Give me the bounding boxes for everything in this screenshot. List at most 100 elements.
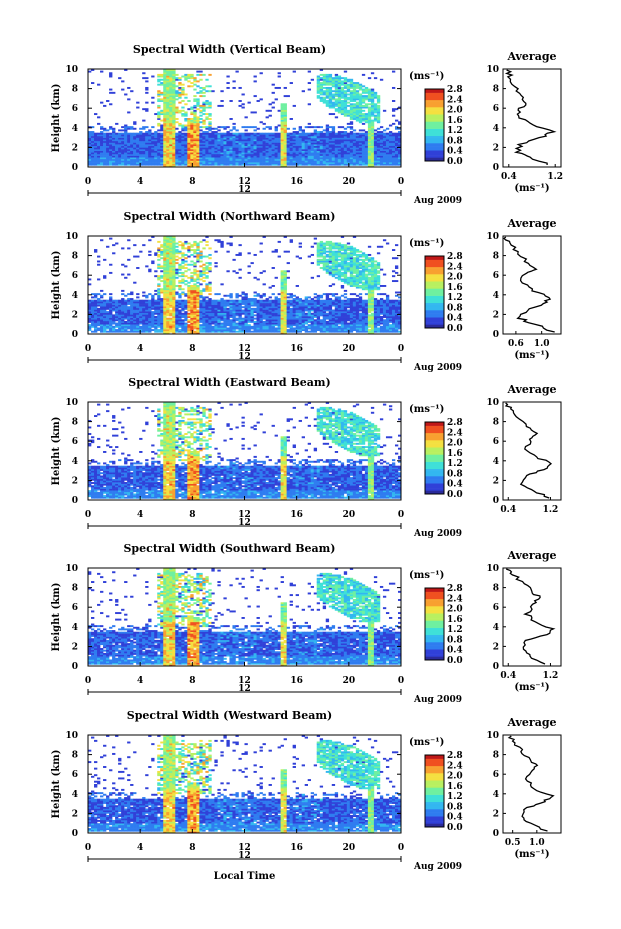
heatmap-cell [175, 291, 179, 294]
heatmap-cell [157, 275, 161, 278]
heatmap-cell [133, 132, 137, 135]
heatmap-cell [190, 126, 194, 129]
heatmap-cell [217, 157, 221, 160]
heatmap-cell [223, 152, 227, 155]
heatmap-cell [181, 132, 185, 135]
heatmap-cell [112, 299, 116, 302]
heatmap-cell [211, 134, 215, 137]
heatmap-cell [112, 127, 116, 130]
heatmap-cell [196, 149, 200, 151]
heatmap-cell [202, 132, 206, 135]
heatmap-cell [334, 108, 339, 111]
heatmap-cell [139, 160, 143, 163]
heatmap-cell [331, 90, 336, 93]
heatmap-cell [91, 140, 95, 143]
heatmap-cell [154, 252, 158, 255]
heatmap-cell [253, 158, 257, 161]
heatmap-cell [184, 132, 188, 135]
heatmap-cell [187, 312, 191, 315]
heatmap-cell [121, 150, 125, 153]
heatmap-cell [187, 163, 191, 166]
heatmap-cell [241, 155, 245, 158]
heatmap-cell [184, 103, 188, 106]
heatmap-cell [247, 153, 251, 156]
heatmap-cell [106, 157, 110, 160]
heatmap-cell [256, 158, 260, 161]
heatmap-cell [160, 126, 164, 129]
heatmap-cell [202, 122, 206, 125]
heatmap-cell [199, 283, 203, 286]
heatmap-cell [196, 132, 200, 135]
heatmap-cell [238, 135, 242, 138]
heatmap-cell [184, 142, 188, 145]
heatmap-cell [175, 242, 179, 245]
heatmap-cell [91, 132, 95, 135]
heatmap-cell [208, 135, 212, 138]
heatmap-cell [100, 153, 104, 156]
heatmap-cell [160, 157, 164, 160]
heatmap-cell [100, 142, 104, 145]
heatmap-cell [181, 291, 185, 294]
heatmap-cell [91, 330, 95, 333]
heatmap-cell [163, 114, 167, 117]
heatmap-cell [256, 142, 260, 145]
heatmap-cell [367, 77, 372, 80]
heatmap-cell [250, 163, 254, 166]
x-tick-label: 0 [85, 177, 91, 187]
heatmap-cell [115, 149, 119, 151]
heatmap-cell [223, 145, 227, 148]
heatmap-cell [223, 163, 227, 166]
heatmap-cell [301, 129, 305, 132]
heatmap-cell [109, 150, 113, 153]
heatmap-cell [196, 309, 200, 312]
heatmap-cell [151, 162, 155, 165]
heatmap-cell [172, 158, 176, 161]
heatmap-cell [148, 160, 152, 163]
heatmap-cell [166, 127, 170, 130]
colorbar-swatch [425, 125, 444, 128]
heatmap-cell [160, 275, 164, 278]
heatmap-cell [187, 137, 191, 140]
heatmap-cell [244, 162, 248, 165]
heatmap-cell [100, 160, 104, 163]
colorbar-unit: (ms⁻¹) [409, 71, 444, 82]
heatmap-cell [256, 140, 260, 143]
heatmap-cell [97, 149, 101, 151]
heatmap-cell [253, 317, 257, 320]
heatmap-cell [115, 122, 119, 125]
heatmap-cell [172, 90, 176, 93]
heatmap-cell [130, 144, 134, 147]
heatmap [88, 236, 402, 335]
heatmap-cell [175, 127, 179, 130]
heatmap-cell [349, 131, 354, 133]
heatmap-cell [118, 162, 122, 165]
heatmap-cell [154, 149, 158, 151]
heatmap-cell [184, 149, 188, 151]
colorbar-swatch [425, 116, 444, 119]
heatmap-cell [250, 135, 254, 138]
heatmap-cell [157, 98, 161, 101]
heatmap-cell [262, 320, 266, 323]
heatmap-cell [157, 263, 161, 266]
heatmap-cell [247, 160, 251, 163]
heatmap-cell [271, 106, 275, 109]
heatmap-cell [151, 75, 155, 78]
heatmap-cell [166, 104, 170, 107]
heatmap-cell [238, 160, 242, 163]
heatmap-cell [166, 162, 170, 165]
heatmap-cell [121, 137, 125, 140]
heatmap-cell [172, 134, 176, 137]
heatmap-cell [145, 150, 149, 153]
heatmap-cell [142, 155, 146, 158]
heatmap-cell [172, 118, 176, 120]
heatmap-cell [187, 129, 191, 132]
heatmap-cell [184, 322, 188, 325]
heatmap-cell [331, 113, 336, 116]
heatmap-cell [115, 134, 119, 137]
heatmap-cell [151, 260, 155, 263]
heatmap-cell [178, 86, 182, 89]
colorbar-tick-label: 2.0 [447, 106, 463, 116]
heatmap-cell [220, 135, 224, 138]
heatmap-cell [163, 116, 167, 119]
heatmap-cell [133, 157, 137, 160]
